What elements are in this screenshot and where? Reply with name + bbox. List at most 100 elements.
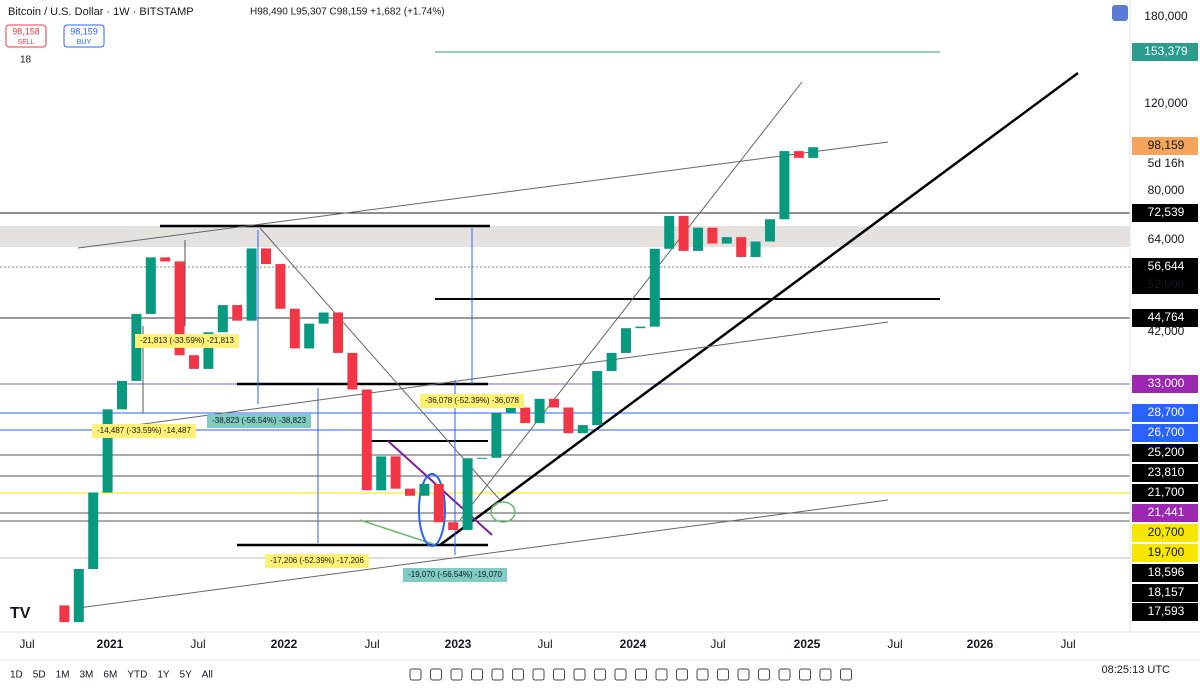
annotation: -21,813 (-33.59%) -21,813 [140,336,234,345]
tool-icon[interactable] [553,668,565,681]
candle [217,305,228,333]
candle [102,409,113,493]
price-label: 33,000 [1148,376,1185,390]
price-label-bg [1132,404,1198,422]
candle [145,257,156,314]
sell-button[interactable] [5,24,47,48]
tool-icon[interactable] [635,668,647,681]
candle [664,215,675,249]
annotation: -36,078 (-52.39%) -36,078 [425,396,519,405]
price-label-bg [1132,258,1198,294]
clock: 08:25:13 UTC [1102,664,1171,676]
range-button[interactable]: 3M [80,670,94,681]
candle [793,151,804,158]
price-label: 28,700 [1148,405,1185,419]
zone-band [0,226,1130,247]
buy-button[interactable] [63,24,105,48]
tool-icon[interactable] [799,668,811,681]
candle [433,483,444,523]
sell-price: 98,158 [12,26,40,36]
tool-icon[interactable] [614,668,627,681]
price-label-bg [1132,444,1198,462]
tool-icon[interactable] [450,668,463,681]
range-button[interactable]: 1M [56,670,70,681]
candle [779,151,790,220]
price-label-bg [1132,603,1198,621]
indicator-count[interactable]: 18 [20,55,32,66]
range-button[interactable]: All [202,670,213,681]
tool-icon[interactable] [512,668,524,681]
tool-icon[interactable] [676,668,688,681]
plot-bg [0,0,1130,632]
buy-price: 98,159 [70,26,98,36]
price-label-bg [1132,464,1198,482]
trend-line [77,499,889,609]
candle [160,257,171,262]
highlight-ellipse [418,473,446,547]
settings-icon[interactable] [1112,5,1128,21]
candle [606,352,617,372]
range-button[interactable]: 5D [33,670,46,681]
tool-icon[interactable] [594,668,606,681]
tool-icon[interactable] [430,668,442,681]
price-label-bg [1132,564,1198,582]
candle [390,456,401,489]
candle [117,380,127,410]
tool-icon[interactable] [696,668,709,681]
price-label: 153,379 [1144,44,1188,58]
time-label: 2022 [271,637,298,651]
price-label-bg [1132,544,1198,562]
candle [736,237,747,258]
tool-icon[interactable] [471,668,483,681]
candle [289,308,300,349]
symbol[interactable]: Bitcoin / U.S. Dollar · 1W · BITSTAMP [8,6,194,18]
price-label: 44,764 [1148,310,1185,324]
price-label: 19,700 [1148,545,1185,559]
tool-icon[interactable] [717,668,729,681]
candle [261,248,271,265]
tool-icon[interactable] [819,668,832,681]
candle [721,237,732,244]
time-label: Jul [537,637,552,651]
price-label: 23,810 [1148,465,1185,479]
price-label-bg [1132,484,1198,502]
tool-icon[interactable] [532,668,545,681]
price-label: 17,593 [1148,604,1185,618]
range-button[interactable]: 1Y [157,670,170,681]
annotation-bg [135,334,239,348]
price-label-bg [1132,504,1198,522]
tool-icon[interactable] [409,668,422,681]
tool-icon[interactable] [758,668,770,681]
candle [59,605,70,623]
annotation-bg [403,568,507,582]
candle [347,352,358,390]
logo: TV [10,605,31,622]
price-label-bg [1132,204,1198,222]
price-label-bg [1132,524,1198,542]
candle [448,522,459,530]
price-label: 56,644 [1148,259,1185,273]
tool-icon[interactable] [655,668,668,681]
candle [621,328,631,353]
candle [491,413,502,458]
candle [189,355,199,369]
time-label: Jul [190,637,205,651]
candle [88,492,99,570]
candle [477,457,487,459]
range-button[interactable]: YTD [127,670,147,681]
price-label: 18,157 [1148,585,1185,599]
tool-icon[interactable] [778,668,791,681]
tool-icon[interactable] [737,668,750,681]
annotation-bg [92,424,196,438]
range-button[interactable]: 1D [10,670,23,681]
range-button[interactable]: 5Y [180,670,193,681]
price-label: 72,539 [1148,205,1185,219]
sell-label: SELL [17,39,34,46]
candle [520,407,531,424]
candle [808,147,819,158]
range-button[interactable]: 6M [103,670,117,681]
tool-icon[interactable] [573,668,586,681]
countdown: 5d 16h [1148,156,1185,170]
tool-icon[interactable] [491,668,504,681]
tool-icon[interactable] [840,668,852,681]
